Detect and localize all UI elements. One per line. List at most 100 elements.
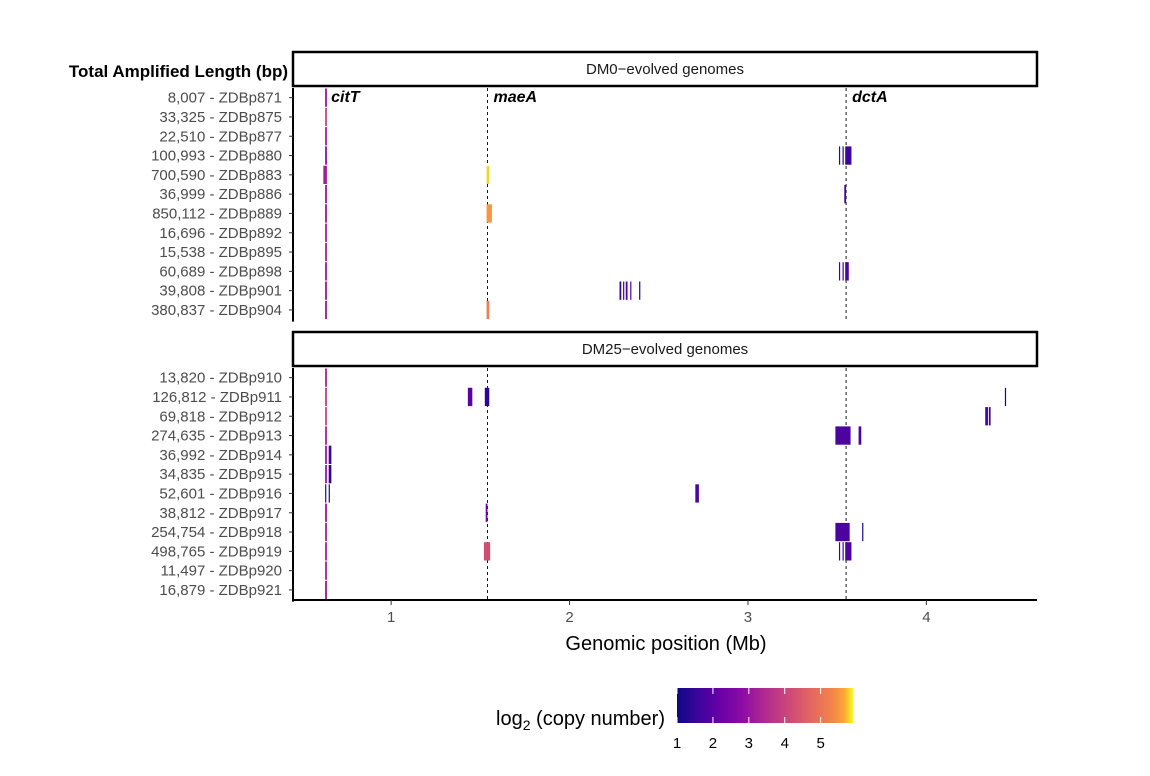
row-label: 13,820 - ZDBp910 — [159, 370, 282, 387]
x-tick-label: 4 — [922, 609, 930, 626]
amplified-segment — [325, 522, 327, 542]
amplified-segment — [838, 146, 841, 165]
row-ZDBp914: 36,992 - ZDBp914 — [159, 445, 332, 464]
amplified-segment — [325, 484, 327, 503]
row-label: 36,999 - ZDBp886 — [159, 186, 282, 203]
amplified-segment — [325, 262, 327, 281]
gene-label-dctA: dctA — [852, 89, 888, 106]
row-label: 498,765 - ZDBp919 — [151, 543, 282, 560]
amplified-segment — [328, 484, 330, 503]
row-ZDBp886: 36,999 - ZDBp886 — [159, 185, 847, 204]
legend-tick-label: 4 — [781, 735, 789, 752]
amplified-segment — [845, 146, 852, 165]
row-ZDBp911: 126,812 - ZDBp911 — [152, 387, 1007, 407]
panel-strip — [291, 50, 1039, 88]
amplified-segment — [842, 146, 844, 165]
legend-ticks: 1 2 3 4 5 — [673, 688, 825, 752]
row-ZDBp918: 254,754 - ZDBp918 — [151, 522, 864, 542]
row-ZDBp910: 13,820 - ZDBp910 — [159, 368, 327, 387]
amplified-segment — [325, 223, 327, 242]
amplified-segment — [858, 426, 862, 445]
amplified-segment — [695, 484, 699, 503]
row-ZDBp889: 850,112 - ZDBp889 — [152, 204, 492, 223]
amplified-segment — [486, 165, 490, 184]
amplified-segment — [325, 88, 327, 107]
amplified-segment — [835, 426, 851, 445]
row-label: 126,812 - ZDBp911 — [152, 389, 282, 406]
amplified-segment — [325, 146, 327, 165]
amplified-segment — [325, 407, 327, 426]
amplified-segment — [325, 387, 327, 407]
amplified-segment — [325, 204, 327, 223]
amplified-segment — [630, 281, 632, 300]
amplified-segment — [325, 107, 327, 127]
amplified-segment — [328, 445, 332, 464]
amplified-segment — [838, 262, 841, 281]
row-ZDBp916: 52,601 - ZDBp916 — [159, 484, 699, 503]
row-label: 8,007 - ZDBp871 — [168, 90, 282, 107]
row-label: 16,696 - ZDBp892 — [159, 225, 282, 242]
row-ZDBp904: 380,837 - ZDBp904 — [151, 300, 490, 320]
amplified-segment — [484, 387, 490, 407]
legend-title: log2 (copy number) — [496, 708, 665, 733]
amplified-segment — [325, 185, 327, 204]
row-label: 39,808 - ZDBp901 — [159, 283, 282, 300]
row-ZDBp892: 16,696 - ZDBp892 — [159, 223, 327, 242]
legend-title-suffix: (copy number) — [531, 708, 666, 730]
amplified-segment — [325, 300, 327, 320]
panels-layer: DM0−evolved genomes 8,007 - ZDBp871 33,325… — [151, 50, 1039, 602]
amplified-segment — [485, 503, 488, 522]
amplified-segment — [325, 127, 327, 146]
row-label: 52,601 - ZDBp916 — [159, 485, 282, 502]
row-ZDBp898: 60,689 - ZDBp898 — [159, 262, 849, 281]
legend-tick-label: 1 — [673, 735, 681, 752]
row-label: 15,538 - ZDBp895 — [159, 244, 282, 261]
gene-label-maeA: maeA — [493, 89, 537, 106]
amplified-segment — [623, 281, 625, 300]
amplified-segment — [325, 445, 327, 464]
panel-1: DM0−evolved genomes 8,007 - ZDBp871 33,325… — [151, 50, 1039, 322]
row-label: 38,812 - ZDBp917 — [159, 505, 282, 522]
row-label: 36,992 - ZDBp914 — [159, 447, 282, 464]
row-label: 11,497 - ZDBp920 — [161, 563, 282, 580]
amplified-segment — [625, 281, 628, 300]
legend-tick-label: 3 — [745, 735, 753, 752]
amplified-segment — [838, 542, 841, 561]
row-label: 33,325 - ZDBp875 — [159, 109, 282, 126]
amplified-segment — [486, 300, 490, 320]
row-ZDBp920: 11,497 - ZDBp920 — [161, 561, 327, 580]
row-ZDBp913: 274,635 - ZDBp913 — [151, 426, 862, 445]
amplified-segment — [328, 465, 332, 484]
amplified-segment — [467, 387, 473, 407]
x-tick-label: 1 — [387, 609, 395, 626]
row-label: 274,635 - ZDBp913 — [151, 428, 282, 445]
amplified-segment — [325, 503, 327, 522]
amplified-segment — [845, 542, 852, 561]
amplified-segment — [1004, 387, 1007, 407]
row-ZDBp919: 498,765 - ZDBp919 — [151, 542, 852, 561]
amplified-segment — [486, 204, 492, 223]
row-ZDBp921: 16,879 - ZDBp921 — [159, 580, 327, 600]
legend-title-prefix: log — [496, 708, 523, 730]
row-ZDBp917: 38,812 - ZDBp917 — [159, 503, 488, 522]
amplified-segment — [988, 407, 991, 426]
row-label: 700,590 - ZDBp883 — [151, 167, 282, 184]
row-label: 16,879 - ZDBp921 — [159, 582, 282, 599]
amplified-segment — [835, 522, 850, 542]
x-tick-label: 2 — [565, 609, 573, 626]
gene-label-citT: citT — [331, 89, 361, 106]
amplified-segment — [325, 465, 327, 484]
row-label: 22,510 - ZDBp877 — [159, 128, 282, 145]
legend-tick-label: 2 — [709, 735, 717, 752]
amplified-segment — [325, 242, 327, 262]
row-ZDBp875: 33,325 - ZDBp875 — [159, 107, 327, 127]
row-ZDBp912: 69,818 - ZDBp912 — [159, 407, 991, 426]
x-axis-title: Genomic position (Mb) — [565, 633, 766, 655]
x-axis: 1 2 3 4 — [293, 599, 1037, 626]
amplified-segment — [985, 407, 988, 426]
amplified-segment — [639, 281, 641, 300]
amplified-segment — [325, 561, 327, 580]
amplified-segment — [483, 542, 491, 561]
row-label: 34,835 - ZDBp915 — [159, 466, 282, 483]
